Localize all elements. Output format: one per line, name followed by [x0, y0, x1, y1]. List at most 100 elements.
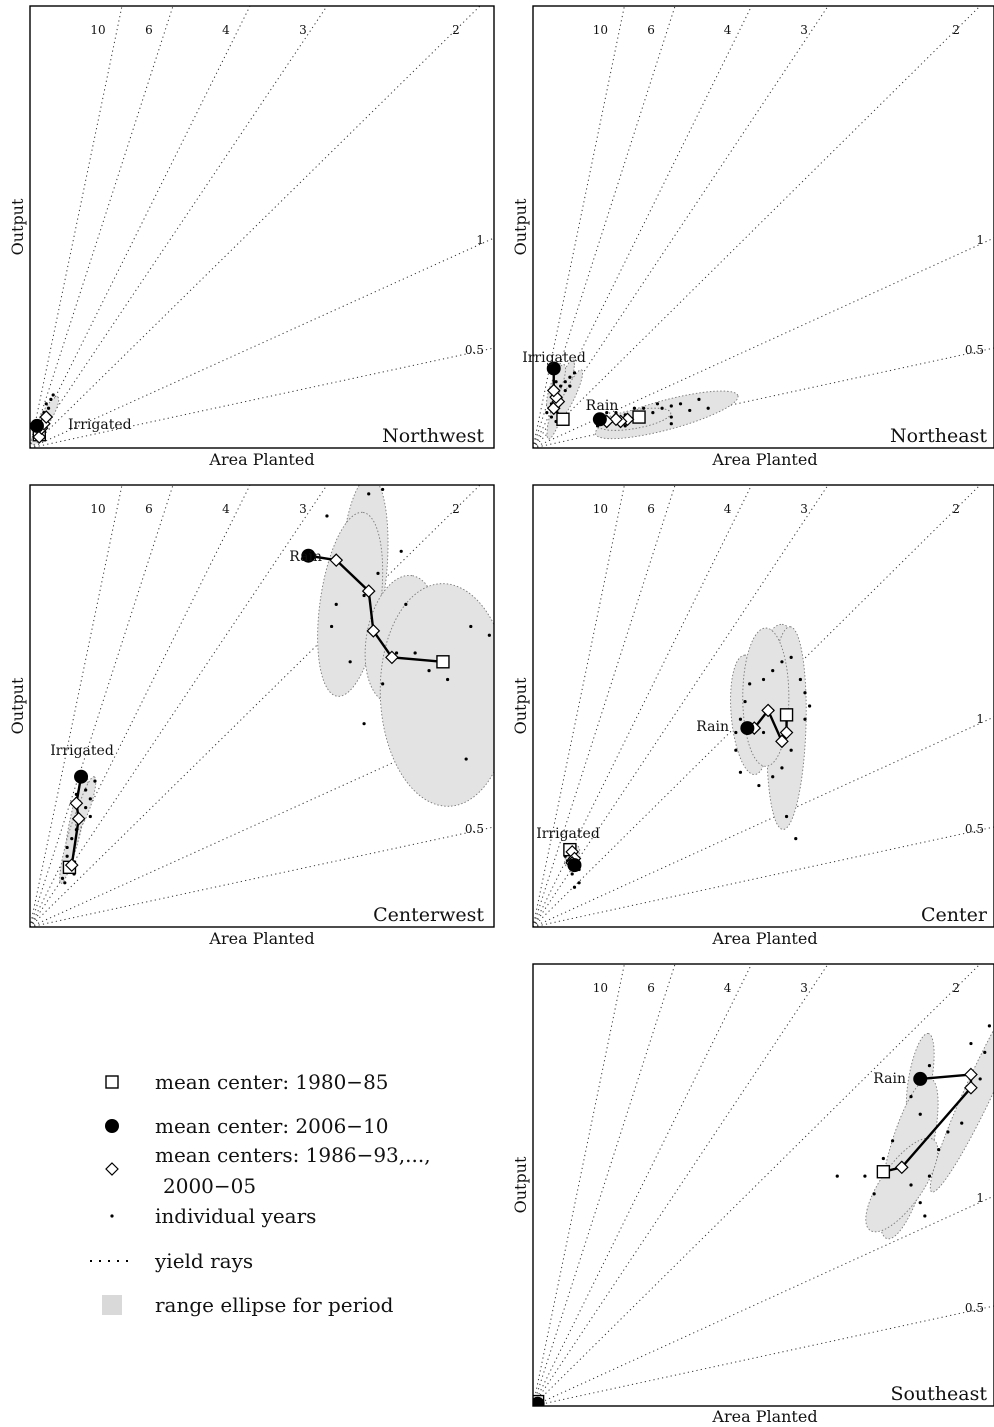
ray-label: 6 — [647, 502, 655, 516]
year-point — [559, 384, 563, 388]
legend-item-diamond: mean centers: 1986−93,..., 2000−05 — [105, 1143, 431, 1198]
mean-center-intermediate — [779, 725, 794, 740]
dot-marker-icon — [110, 1214, 114, 1218]
y-axis-label: Output — [511, 1156, 530, 1213]
yield-ray — [30, 485, 123, 927]
year-point — [568, 375, 572, 379]
year-point — [697, 397, 701, 401]
year-point — [545, 411, 549, 415]
yield-rays — [533, 6, 994, 448]
yield-ray — [533, 964, 981, 1406]
plot-frame — [532, 484, 994, 928]
year-point — [734, 730, 738, 735]
year-point — [605, 411, 609, 415]
year-point — [577, 881, 581, 885]
region-label: Center — [921, 904, 988, 926]
mean-center-intermediate — [546, 383, 561, 398]
year-point — [572, 371, 577, 375]
year-point — [49, 397, 53, 401]
year-point — [51, 393, 55, 397]
ray-label: 0.5 — [965, 343, 984, 357]
year-point — [803, 717, 807, 721]
y-axis-label: Output — [511, 677, 530, 734]
mean-center-intermediate — [69, 796, 84, 811]
year-point — [798, 677, 802, 682]
region-label: Northwest — [382, 425, 484, 447]
data-layer — [563, 623, 812, 889]
group-label-irrigated: Irrigated — [50, 743, 114, 759]
series-irrigated — [563, 842, 582, 889]
range-ellipse — [865, 1137, 939, 1233]
year-point — [404, 602, 408, 606]
year-point — [563, 380, 567, 384]
year-point — [794, 837, 798, 841]
series-rain — [592, 390, 739, 440]
mean-center-intermediate — [64, 858, 79, 872]
mean-center-2006-10 — [592, 412, 607, 427]
data-layer — [545, 359, 739, 440]
year-point — [469, 624, 473, 629]
year-point — [399, 549, 403, 553]
mean-center-1980-85 — [632, 410, 646, 424]
legend-label: mean center: 1980−85 — [155, 1070, 389, 1094]
mean-center-2006-10 — [740, 721, 755, 736]
year-point — [568, 384, 572, 388]
year-point — [381, 487, 385, 492]
y-axis-label: Output — [8, 677, 27, 734]
year-point — [978, 1077, 982, 1081]
region-label: Southeast — [890, 1383, 987, 1405]
ray-label: 6 — [647, 23, 655, 37]
range-ellipse — [929, 974, 994, 1193]
legend-item-square: mean center: 1980−85 — [105, 1070, 389, 1094]
yield-ray — [533, 485, 625, 927]
year-point — [487, 633, 491, 637]
mean-center-intermediate — [385, 650, 399, 665]
region-label: Centerwest — [373, 904, 484, 926]
panel-northwest: 10 6 4 3 2 1 0.5 Northwest Area Planted Output… — [8, 5, 495, 469]
year-point — [84, 806, 88, 810]
year-point — [738, 717, 743, 721]
year-point — [987, 1024, 991, 1028]
year-point — [835, 1174, 839, 1178]
year-point — [757, 783, 761, 788]
year-point — [872, 1192, 876, 1196]
mean-center-intermediate — [366, 624, 381, 638]
ray-label: 1 — [976, 1191, 984, 1205]
mean-center-1980-85 — [876, 1165, 891, 1179]
year-point — [789, 748, 793, 752]
group-label-irrigated: Irrigated — [522, 350, 586, 366]
yield-ray — [30, 6, 174, 448]
year-point — [688, 408, 692, 413]
year-point — [927, 1174, 932, 1178]
mean-center-1980-85 — [779, 708, 794, 722]
mean-center-1980-85 — [556, 412, 570, 426]
legend-item-ray: yield rays — [90, 1249, 253, 1273]
ray-label: 1 — [976, 712, 984, 726]
yield-ray — [533, 485, 829, 927]
legend-label: individual years — [155, 1204, 316, 1228]
mean-center-intermediate — [361, 584, 376, 598]
ray-label: 3 — [299, 23, 307, 37]
mean-center-2006-10 — [533, 1396, 545, 1406]
year-point — [771, 669, 775, 673]
year-point — [88, 797, 92, 801]
mean-center-1980-85 — [436, 655, 450, 669]
legend-label: yield rays — [154, 1249, 253, 1273]
data-layer — [30, 393, 60, 446]
year-point — [60, 876, 65, 880]
year-point — [362, 593, 366, 598]
ray-label: 4 — [724, 981, 732, 995]
ray-label: 2 — [952, 23, 960, 37]
yield-ray — [533, 964, 625, 1406]
year-point — [549, 415, 554, 419]
year-point — [918, 1201, 922, 1205]
yield-ray — [533, 6, 753, 448]
ray-label: 4 — [724, 23, 732, 37]
series-rain — [301, 485, 494, 807]
year-point — [761, 730, 766, 735]
year-point — [464, 757, 468, 761]
year-point — [803, 691, 807, 695]
yield-ray — [533, 964, 829, 1406]
series-irrigated — [533, 1394, 545, 1406]
yield-ray — [533, 1195, 994, 1406]
